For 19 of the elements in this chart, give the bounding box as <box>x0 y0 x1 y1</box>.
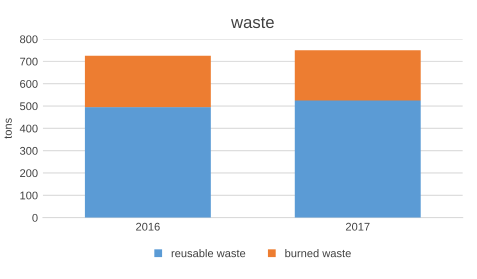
bar <box>84 107 211 218</box>
y-axis-title: tons <box>4 118 12 139</box>
bar <box>84 56 211 108</box>
x-tick-label: 2016 <box>136 222 160 231</box>
y-tick-label: 600 <box>20 80 38 88</box>
y-tick-label: 300 <box>20 146 38 155</box>
y-tick-label: 800 <box>20 35 38 44</box>
bar <box>294 50 421 100</box>
y-tick-label: 400 <box>20 124 38 132</box>
bar <box>294 100 421 218</box>
y-tick-label: 700 <box>20 58 38 66</box>
legend-label: reusable waste <box>172 249 246 258</box>
y-tick-label: 200 <box>20 169 38 178</box>
x-tick-label: 2017 <box>346 222 370 231</box>
chart-title: waste <box>231 17 274 28</box>
y-tick-label: 500 <box>20 102 38 110</box>
legend-label: burned waste <box>285 249 351 258</box>
y-tick-label: 0 <box>32 214 38 222</box>
y-tick-label: 100 <box>20 192 38 200</box>
